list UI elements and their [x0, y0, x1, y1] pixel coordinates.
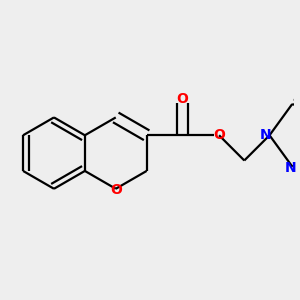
Text: N: N: [260, 128, 272, 142]
Text: N: N: [285, 161, 296, 175]
Text: O: O: [213, 128, 225, 142]
Text: O: O: [176, 92, 188, 106]
Text: O: O: [110, 183, 122, 197]
